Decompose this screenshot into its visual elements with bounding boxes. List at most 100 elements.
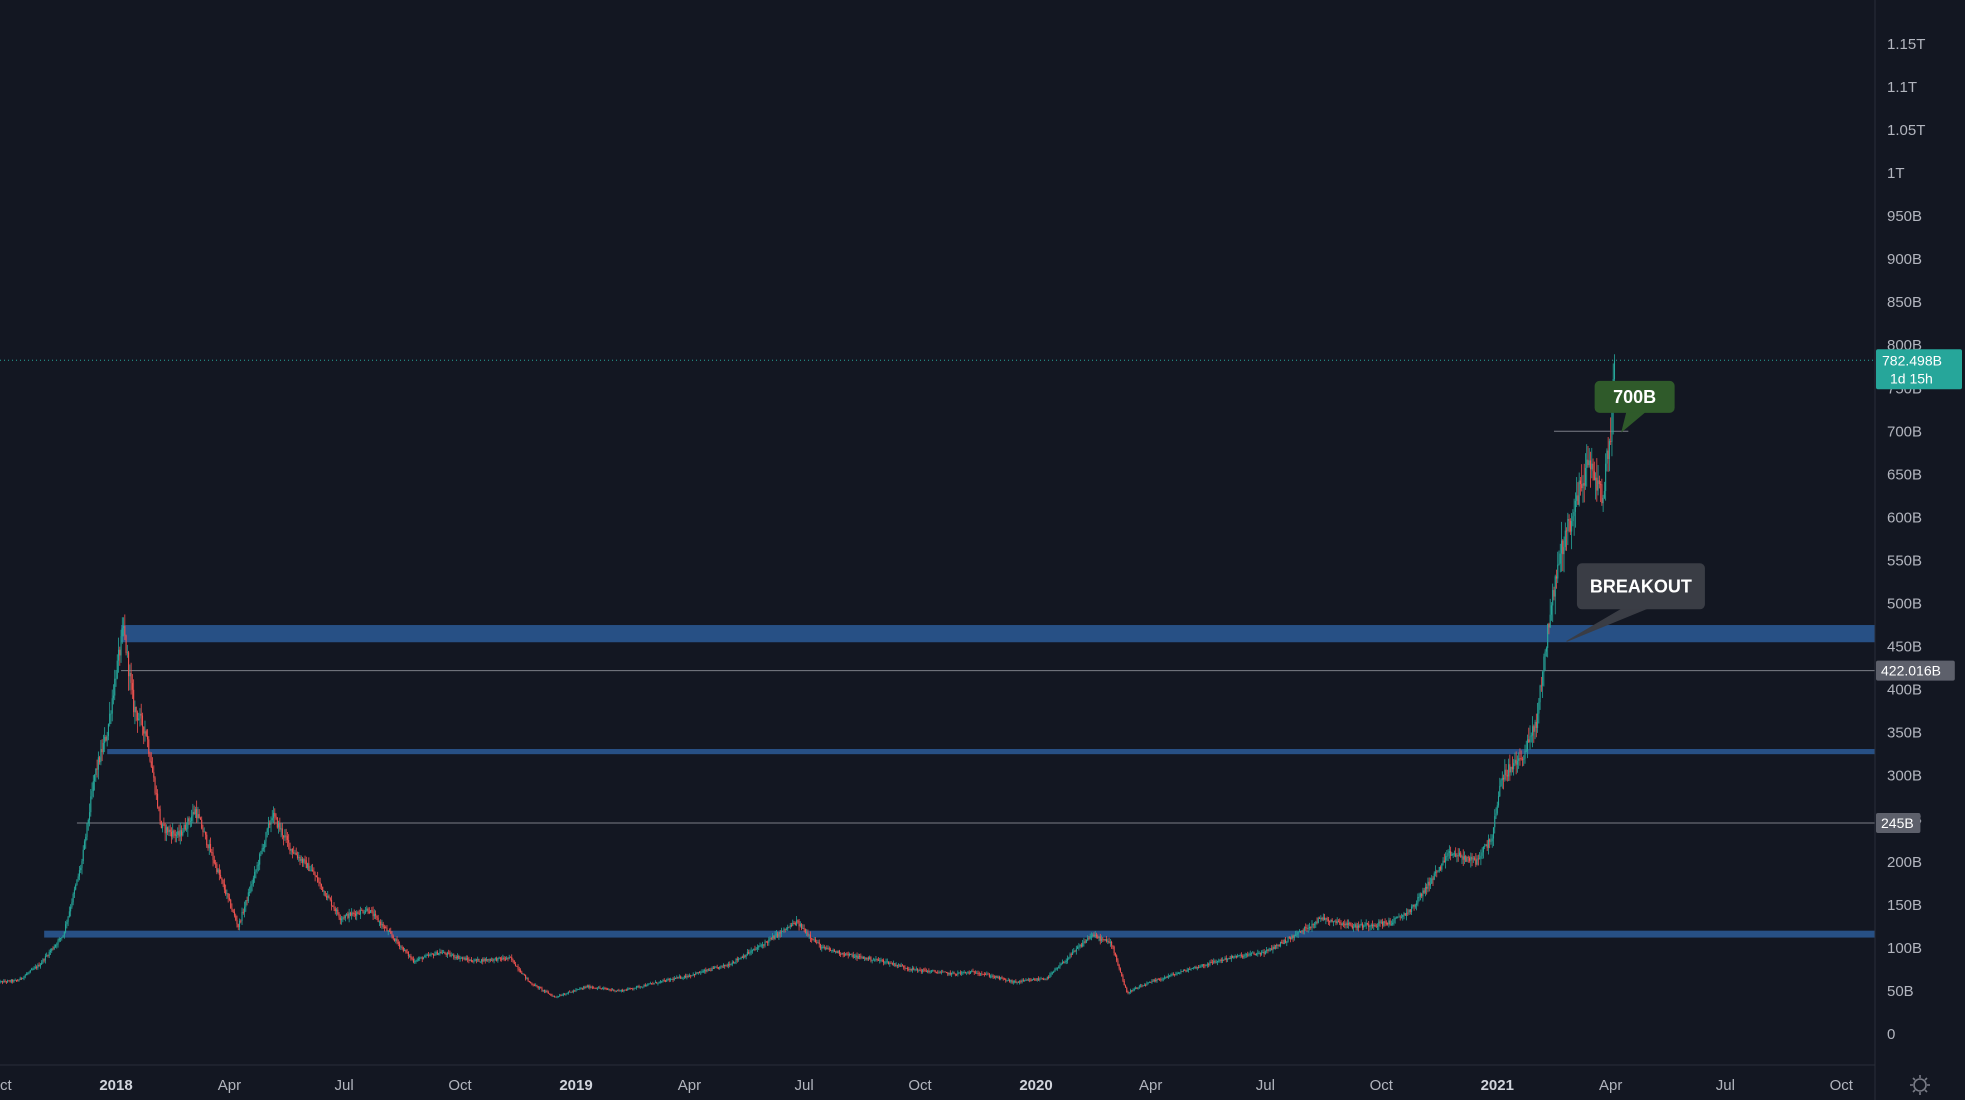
candle xyxy=(669,977,672,982)
candle xyxy=(232,909,234,914)
levels-layer xyxy=(0,359,1875,824)
candle xyxy=(328,894,330,899)
price-axis[interactable]: 050B100B150B200B250B300B350B400B450B500B… xyxy=(1887,36,1925,1043)
candle xyxy=(1187,968,1190,973)
candle xyxy=(576,988,578,991)
candle xyxy=(630,988,633,990)
candle xyxy=(801,923,803,931)
candle xyxy=(894,963,896,967)
candle xyxy=(634,987,636,989)
candle xyxy=(71,898,73,909)
candle xyxy=(1269,948,1271,952)
candle xyxy=(1196,966,1198,971)
candle xyxy=(1497,791,1500,808)
candle xyxy=(795,916,798,927)
candle xyxy=(577,988,580,990)
candle xyxy=(1230,954,1232,962)
candle xyxy=(254,866,256,883)
candle xyxy=(978,971,980,977)
candle xyxy=(33,966,35,971)
candle xyxy=(552,995,554,997)
candle xyxy=(115,670,117,687)
candle xyxy=(1606,448,1608,472)
candle xyxy=(130,662,132,695)
candle xyxy=(1426,883,1428,895)
candle xyxy=(887,961,890,965)
candle xyxy=(706,969,708,973)
candle xyxy=(1174,973,1176,977)
candle xyxy=(463,956,465,960)
candle xyxy=(1576,477,1578,508)
candle xyxy=(1147,982,1149,985)
settings-gear-icon[interactable] xyxy=(1910,1075,1930,1095)
candle xyxy=(1334,920,1336,923)
candle xyxy=(1389,918,1391,926)
candle xyxy=(1075,945,1077,955)
time-tick-label: Oct xyxy=(0,1077,13,1094)
candle xyxy=(434,951,436,956)
candle xyxy=(117,637,120,673)
candle xyxy=(871,959,873,964)
candle xyxy=(843,951,845,957)
candle xyxy=(1258,950,1260,955)
candle xyxy=(58,937,60,943)
candle xyxy=(120,629,122,663)
candle xyxy=(651,982,653,985)
candle xyxy=(1336,917,1338,925)
candle xyxy=(280,823,282,838)
candle xyxy=(309,865,311,872)
candle xyxy=(625,988,627,991)
price-tick-label: 1.05T xyxy=(1887,122,1925,139)
candle xyxy=(235,913,237,922)
candle xyxy=(1547,623,1549,658)
candle xyxy=(1286,941,1288,947)
candle xyxy=(1011,979,1013,984)
candle xyxy=(924,967,926,972)
candle xyxy=(1296,930,1298,938)
candle xyxy=(221,877,223,885)
candle xyxy=(140,703,142,726)
candle xyxy=(560,994,562,997)
candle xyxy=(700,970,702,976)
candle xyxy=(896,964,898,969)
candle xyxy=(1451,852,1453,856)
candle xyxy=(557,996,559,998)
candle xyxy=(816,939,818,945)
candle xyxy=(296,851,299,860)
time-axis[interactable]: Oct 2018 Apr Jul Oct 2019 Apr Jul Oct 2020 Apr Jul O… xyxy=(0,1077,1854,1094)
annotation-callout-1[interactable]: BREAKOUT xyxy=(1566,563,1705,642)
candle xyxy=(298,852,300,862)
candle xyxy=(12,979,14,984)
candle xyxy=(614,990,616,993)
candle xyxy=(987,972,989,975)
candle xyxy=(729,961,731,968)
candle xyxy=(638,984,640,989)
candle xyxy=(1407,908,1409,916)
candle xyxy=(1127,990,1129,995)
candle xyxy=(1257,949,1259,957)
annotation-callout-0[interactable]: 700B xyxy=(1594,380,1675,433)
candle xyxy=(830,947,832,952)
candle xyxy=(611,988,614,991)
time-tick-label: 2021 xyxy=(1481,1077,1514,1094)
candle xyxy=(1097,934,1099,939)
candle xyxy=(1216,960,1219,966)
candle xyxy=(444,951,446,955)
candle xyxy=(1339,918,1341,926)
candle xyxy=(9,979,11,983)
candle xyxy=(1521,756,1524,767)
candle xyxy=(1252,951,1254,954)
candle xyxy=(1366,922,1369,926)
candle xyxy=(1040,976,1042,980)
candle xyxy=(1485,843,1487,847)
candle xyxy=(822,944,824,949)
candle xyxy=(1600,480,1602,503)
candle xyxy=(1501,771,1503,789)
candle xyxy=(627,987,629,991)
candle xyxy=(364,907,367,914)
candle xyxy=(492,957,494,963)
candle xyxy=(99,755,101,765)
candle xyxy=(498,956,500,960)
